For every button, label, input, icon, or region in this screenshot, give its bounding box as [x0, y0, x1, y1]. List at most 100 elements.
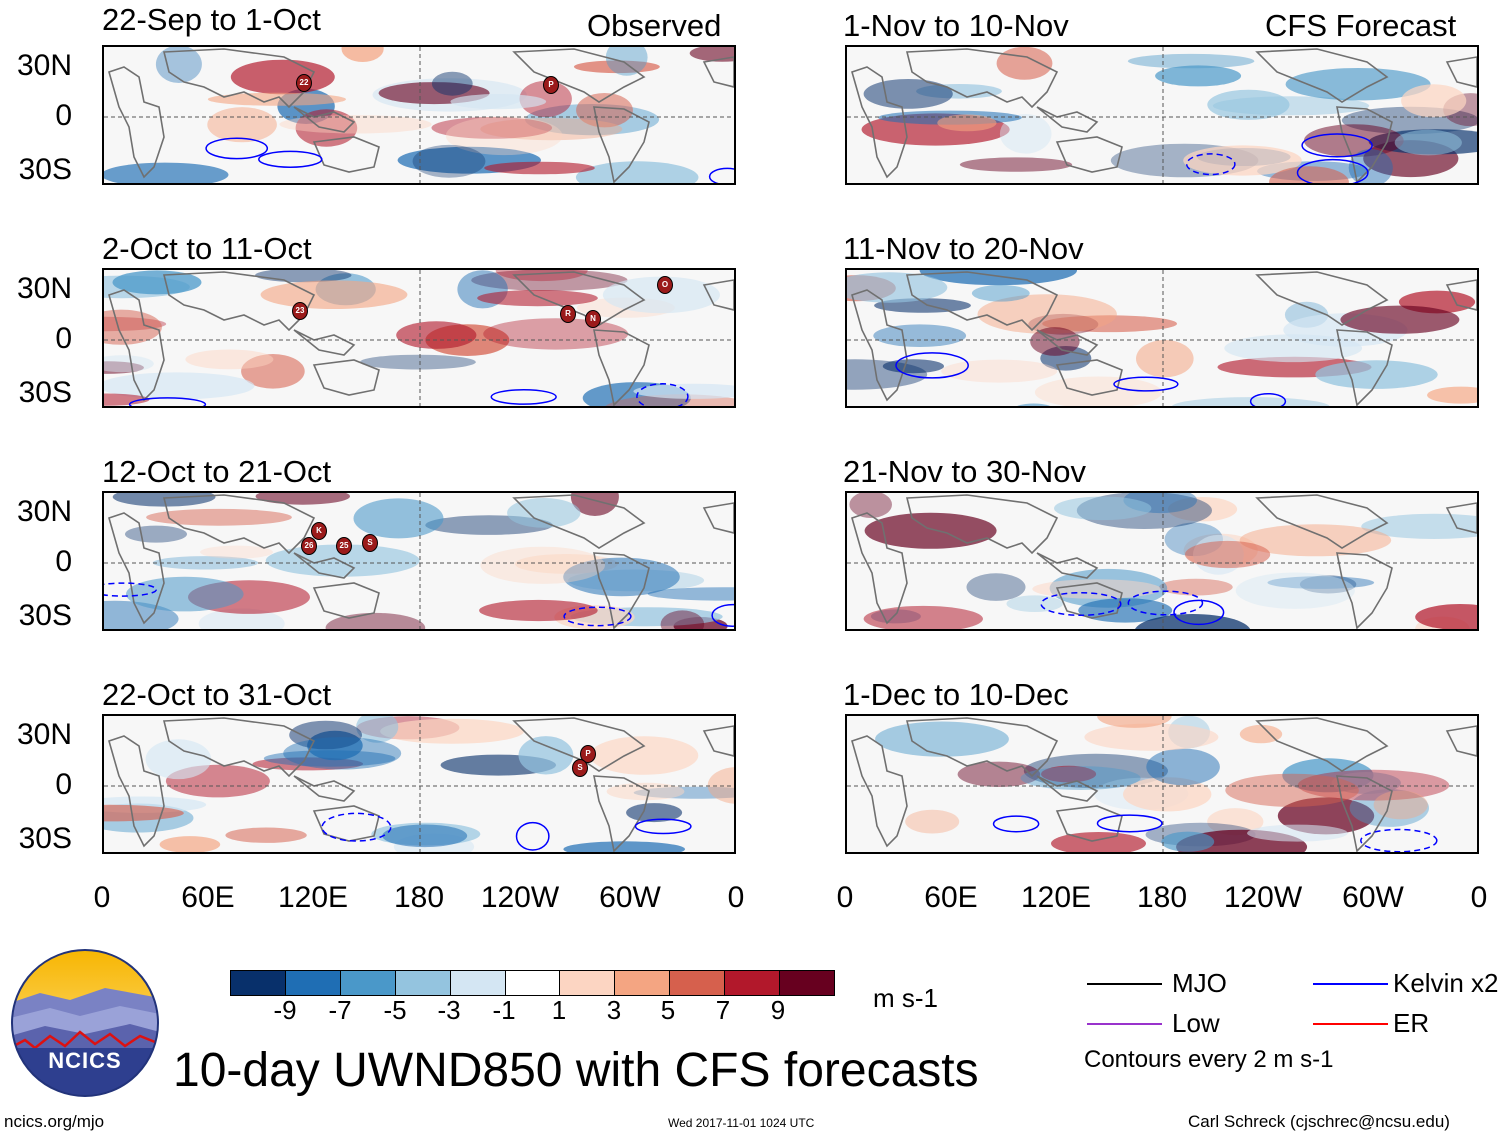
coastline [312, 359, 380, 396]
colorbar [230, 970, 835, 996]
anomaly-shading [1034, 376, 1162, 406]
anomaly-shading [660, 610, 705, 629]
anomaly-shading [1415, 604, 1477, 629]
anomaly-shading [396, 321, 477, 349]
kelvin-contour [636, 383, 689, 406]
coastline [108, 735, 165, 848]
colorbar-swatch [395, 971, 451, 995]
coastline [702, 725, 734, 757]
anomaly-shading [1146, 748, 1220, 786]
coastline [702, 279, 734, 311]
anomaly-shading [563, 841, 685, 852]
legend-line-er [1313, 1023, 1388, 1025]
anomaly-shading [507, 498, 581, 528]
anomaly-shading [999, 114, 1052, 154]
anomaly-shading [431, 71, 473, 96]
anomaly-shading [356, 716, 399, 743]
anomaly-shading [959, 157, 1073, 172]
colorbar-swatch [340, 971, 396, 995]
anomaly-shading [159, 836, 221, 852]
kelvin-contour [1173, 599, 1225, 626]
coastline [1336, 552, 1393, 629]
coastline [593, 775, 650, 852]
coastline [312, 582, 380, 619]
forecast-panel-title-3: 21-Nov to 30-Nov [843, 454, 1086, 489]
anomaly-shading [882, 359, 944, 374]
anomaly-shading [382, 824, 468, 848]
anomaly-shading [689, 47, 734, 62]
kelvin-contour [1040, 591, 1122, 617]
anomaly-shading [279, 115, 432, 134]
anomaly-shading [966, 573, 1026, 601]
lat-label: 30S [18, 153, 72, 186]
coastline [702, 56, 734, 88]
coastline [905, 271, 1059, 332]
anomaly-shading [1084, 723, 1219, 751]
anomaly-shading [260, 280, 408, 309]
colorbar-tick: -7 [328, 995, 352, 1025]
anomaly-shading [484, 161, 595, 175]
coastline [851, 289, 908, 402]
lon-label: 0 [836, 881, 854, 914]
coastline [293, 329, 356, 356]
anomaly-shading [225, 827, 307, 843]
anomaly-shading [480, 118, 623, 141]
lat-label: 30S [18, 822, 72, 855]
anomaly-shading [847, 272, 948, 303]
anomaly-shading [575, 161, 699, 183]
anomaly-shading [863, 605, 983, 629]
coastline [1336, 329, 1393, 406]
anomaly-shading [1303, 124, 1404, 157]
anomaly-shading [241, 354, 305, 389]
kelvin-contour [1127, 590, 1204, 616]
anomaly-shading [1427, 386, 1477, 404]
coastline [905, 717, 1059, 778]
coastline [1336, 106, 1393, 183]
coastline [1055, 136, 1123, 173]
anomaly-shading [207, 107, 277, 143]
anomaly-shading [1315, 360, 1438, 389]
footer-url[interactable]: ncics.org/mjo [4, 1112, 105, 1131]
anomaly-shading [1051, 832, 1146, 852]
coastline [1336, 775, 1393, 852]
anomaly-shading [1207, 808, 1264, 836]
lat-label: 0 [55, 768, 72, 801]
coastline [905, 494, 1059, 555]
anomaly-shading [647, 587, 734, 601]
anomaly-shading [112, 270, 202, 295]
observed-header: Observed [587, 8, 722, 43]
anomaly-shading [185, 349, 274, 370]
anomaly-shading [341, 47, 384, 62]
figure-title: 10-day UWND850 with CFS forecasts [173, 1044, 979, 1097]
anomaly-shading [445, 116, 563, 156]
legend-label-er: ER [1393, 1008, 1430, 1038]
anomaly-shading [633, 383, 734, 399]
lat-label: 30N [16, 718, 72, 751]
coastline [162, 271, 316, 332]
coastline [593, 329, 650, 406]
kelvin-contour [1296, 158, 1369, 183]
anomaly-shading [875, 721, 1009, 757]
storm-marker: 26 [301, 537, 317, 555]
observed-panel-title-2: 2-Oct to 11-Oct [102, 231, 312, 266]
lon-label: 0 [93, 881, 111, 914]
anomaly-shading [155, 47, 202, 83]
footer-author[interactable]: Carl Schreck (cjschrec@ncsu.edu) [1188, 1112, 1450, 1131]
forecast-panel-title-2: 11-Nov to 20-Nov [843, 231, 1084, 266]
anomaly-shading [480, 546, 605, 584]
anomaly-shading [589, 736, 699, 775]
colorbar-swatch [725, 971, 781, 995]
anomaly-shading [1207, 89, 1290, 120]
anomaly-shading [1185, 540, 1271, 569]
kelvin-contour [708, 167, 734, 183]
kelvin-contour [1185, 153, 1236, 176]
kelvin-contour [711, 603, 734, 627]
lon-label: 60W [1342, 881, 1404, 914]
legend-label-low: Low [1172, 1008, 1220, 1038]
anomaly-shading [104, 355, 154, 373]
anomaly-shading [1349, 789, 1429, 827]
lat-label: 30S [18, 376, 72, 409]
kelvin-contour [992, 815, 1040, 833]
lon-label: 60E [924, 881, 978, 914]
coastline [162, 494, 316, 555]
